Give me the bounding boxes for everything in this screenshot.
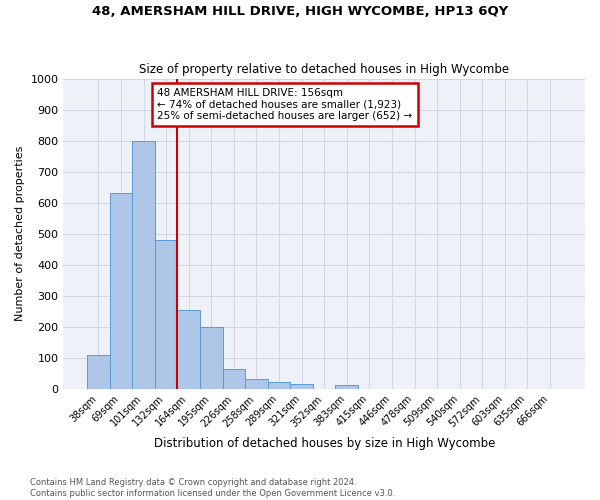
Bar xyxy=(132,140,155,389)
Text: Contains HM Land Registry data © Crown copyright and database right 2024.
Contai: Contains HM Land Registry data © Crown c… xyxy=(30,478,395,498)
Bar xyxy=(200,327,223,389)
Text: 48 AMERSHAM HILL DRIVE: 156sqm
← 74% of detached houses are smaller (1,923)
25% : 48 AMERSHAM HILL DRIVE: 156sqm ← 74% of … xyxy=(157,88,412,121)
Bar xyxy=(178,310,200,389)
Bar xyxy=(155,240,178,389)
Bar xyxy=(290,384,313,389)
Bar xyxy=(335,385,358,389)
Bar xyxy=(268,382,290,389)
Title: Size of property relative to detached houses in High Wycombe: Size of property relative to detached ho… xyxy=(139,63,509,76)
Bar xyxy=(245,380,268,389)
Bar xyxy=(110,194,132,389)
Y-axis label: Number of detached properties: Number of detached properties xyxy=(15,146,25,322)
Bar xyxy=(223,370,245,389)
X-axis label: Distribution of detached houses by size in High Wycombe: Distribution of detached houses by size … xyxy=(154,437,495,450)
Text: 48, AMERSHAM HILL DRIVE, HIGH WYCOMBE, HP13 6QY: 48, AMERSHAM HILL DRIVE, HIGH WYCOMBE, H… xyxy=(92,5,508,18)
Bar xyxy=(87,354,110,389)
